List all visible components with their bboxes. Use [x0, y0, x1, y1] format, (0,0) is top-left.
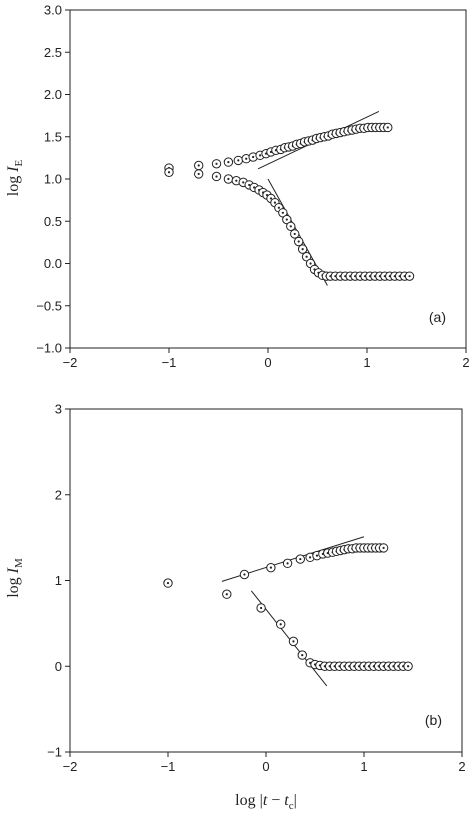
- x-axis-label-suffix: |: [294, 792, 297, 809]
- data-point: [239, 569, 250, 580]
- y-tick-label: 0.5: [44, 214, 62, 229]
- data-point: [282, 558, 293, 569]
- y-tick-label: 2.5: [44, 45, 62, 60]
- y-tick-label: 1: [55, 573, 62, 588]
- y-axis-label: log IM: [5, 558, 25, 598]
- data-series-2: [222, 589, 413, 671]
- data-point: [222, 589, 232, 599]
- data-point: [266, 562, 276, 573]
- x-axis-label-prefix: log |: [235, 792, 263, 809]
- y-tick-label: −1.0: [36, 341, 62, 356]
- x-tick-label: −1: [162, 355, 177, 370]
- y-tick-label: 3.0: [44, 3, 62, 18]
- panel-label: (a): [429, 309, 446, 325]
- y-axis-label-prefix: log: [5, 172, 22, 196]
- data-point: [378, 543, 389, 553]
- y-tick-label: 2.0: [44, 87, 62, 102]
- x-tick-label: 2: [462, 355, 469, 370]
- data-point: [256, 603, 266, 613]
- data-series-1: [163, 543, 389, 588]
- data-point: [293, 236, 304, 247]
- x-axis-label: log |t − tc|: [235, 792, 297, 812]
- data-point: [211, 159, 222, 169]
- data-point: [211, 171, 222, 182]
- y-tick-label: 1.5: [44, 129, 62, 144]
- data-series-2: [164, 167, 415, 281]
- panel-label: (b): [425, 712, 442, 728]
- y-tick-label: 3: [55, 402, 62, 417]
- data-point: [276, 619, 286, 629]
- data-point: [278, 208, 288, 218]
- data-point: [194, 160, 204, 171]
- data-point: [163, 578, 173, 588]
- data-point: [403, 661, 413, 671]
- data-point: [223, 174, 234, 184]
- y-tick-label: 2: [55, 487, 62, 502]
- data-point: [383, 122, 393, 133]
- data-point: [223, 157, 234, 167]
- x-tick-label: 0: [264, 355, 271, 370]
- x-tick-label: −1: [161, 759, 176, 774]
- data-point: [164, 167, 174, 177]
- data-point: [297, 650, 307, 660]
- x-tick-label: 0: [262, 759, 269, 774]
- y-tick-label: 0.0: [44, 256, 62, 271]
- y-axis-label-subscript: M: [13, 558, 25, 568]
- y-tick-label: 0: [55, 659, 62, 674]
- y-tick-label: −1: [47, 745, 62, 760]
- y-axis-label-variable: I: [5, 567, 22, 574]
- data-point: [282, 214, 292, 225]
- x-tick-label: −2: [63, 759, 78, 774]
- data-point: [295, 554, 305, 564]
- data-point: [404, 271, 415, 281]
- y-axis-label-subscript: E: [13, 159, 25, 166]
- y-tick-label: −0.5: [36, 298, 62, 313]
- data-point: [290, 229, 300, 239]
- data-point: [288, 636, 299, 647]
- data-point: [286, 221, 296, 232]
- x-tick-label: 2: [458, 759, 465, 774]
- y-axis-label-variable: I: [5, 166, 22, 173]
- x-axis-label-variable: t: [263, 792, 268, 809]
- data-point: [297, 244, 308, 254]
- data-series-1: [164, 122, 393, 173]
- x-axis-label-minus: −: [267, 792, 284, 809]
- x-axis-label-subscript: c: [289, 800, 294, 812]
- y-axis-label: log IE: [5, 159, 25, 196]
- x-tick-label: −2: [63, 355, 78, 370]
- data-point: [233, 155, 244, 166]
- plot-frame: [69, 408, 463, 753]
- panel-a: −2 −1 0 1 2 −1.0 −0.5 0.0 0.5 1.0 1.5 2.0 2.5 3.0 log …: [5, 3, 470, 371]
- x-tick-label: 1: [363, 355, 370, 370]
- x-axis-label-variable-2: t: [284, 792, 289, 809]
- data-point: [194, 169, 204, 179]
- data-point: [301, 252, 312, 262]
- x-tick-label: 1: [360, 759, 367, 774]
- y-axis-label-prefix: log: [5, 573, 22, 597]
- y-tick-label: 1.0: [44, 172, 62, 187]
